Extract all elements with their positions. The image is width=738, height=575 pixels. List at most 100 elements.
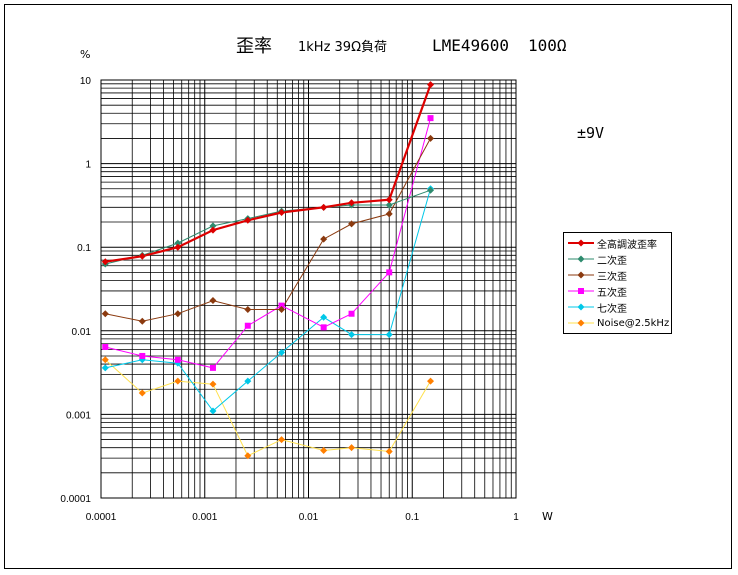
- data-point-3: [320, 235, 328, 243]
- data-point-5: [244, 377, 252, 385]
- data-point-6: [385, 447, 393, 455]
- legend-key: [568, 255, 594, 263]
- chart-title: 歪率: [236, 36, 272, 57]
- supply-voltage-label: ±9V: [577, 124, 605, 142]
- data-point-4: [320, 324, 327, 331]
- data-point-5: [320, 313, 328, 321]
- y-tick-label: 0.001: [66, 410, 91, 421]
- series-line-5: [105, 188, 431, 412]
- data-point-4: [278, 302, 285, 309]
- legend-item: 七次歪: [567, 299, 671, 315]
- x-tick-label: 1: [513, 512, 519, 523]
- data-point-5: [209, 407, 217, 415]
- series-lines: [104, 84, 432, 457]
- y-tick-label: 0.01: [72, 327, 92, 338]
- data-point-5: [101, 364, 109, 372]
- data-point-6: [174, 377, 182, 385]
- legend-item: Noise@2.5kHz: [567, 315, 671, 331]
- data-point-2: [385, 201, 393, 209]
- series-line-3: [105, 138, 431, 322]
- data-point-3: [138, 317, 146, 325]
- data-point-3: [174, 310, 182, 318]
- data-point-1: [209, 226, 217, 234]
- data-point-6: [320, 446, 328, 454]
- x-tick-label: 0.001: [192, 512, 217, 523]
- y-tick-label: 0.0001: [60, 494, 91, 505]
- data-point-5: [278, 349, 286, 357]
- legend-key-marker: [577, 255, 585, 263]
- data-point-4: [348, 310, 355, 317]
- data-point-1: [174, 243, 182, 251]
- series-line-1: [105, 84, 432, 263]
- x-tick-label: 0.0001: [86, 512, 117, 523]
- tick-labels: 0.0001 0.001 0.01 0.1 1 0.0001 0.001 0.01 0.1 1 10: [60, 76, 519, 523]
- data-point-3: [385, 210, 393, 218]
- data-point-1: [138, 252, 146, 260]
- data-point-1: [348, 199, 356, 207]
- legend-key-marker: [578, 288, 584, 294]
- legend-item: 二次歪: [567, 251, 671, 267]
- data-point-1: [244, 216, 252, 224]
- data-point-3: [101, 310, 109, 318]
- legend-key: [568, 239, 594, 247]
- data-point-1: [101, 258, 109, 266]
- data-point-1: [385, 196, 393, 204]
- data-point-4: [209, 364, 216, 371]
- legend-key-marker: [577, 271, 585, 279]
- x-axis-unit-label: W: [542, 510, 553, 523]
- legend-key-marker: [577, 239, 585, 247]
- chart-legend: 全高調波歪率 二次歪三次歪五次歪七次歪 Noise@2.5kHz: [563, 232, 672, 334]
- data-point-4: [386, 269, 393, 276]
- data-point-4: [174, 356, 181, 363]
- data-point-1: [278, 209, 286, 217]
- legend-key: [568, 288, 594, 294]
- data-point-4: [427, 115, 434, 122]
- data-point-5: [385, 331, 393, 339]
- plot-area-border: [100, 79, 517, 499]
- data-point-6: [101, 356, 109, 364]
- legend-label: 全高調波歪率: [597, 239, 657, 251]
- device-label: LME49600: [432, 36, 510, 55]
- load-label: 100Ω: [528, 36, 567, 55]
- legend-key: [568, 303, 594, 311]
- legend-key: [568, 319, 594, 327]
- data-point-4: [102, 344, 109, 351]
- legend-label: 二次歪: [597, 255, 627, 267]
- data-point-3: [348, 220, 356, 228]
- legend-label: 七次歪: [597, 303, 627, 315]
- legend-label: 三次歪: [597, 271, 627, 283]
- data-point-6: [244, 452, 252, 460]
- y-tick-label: 10: [80, 76, 92, 87]
- data-point-4: [244, 322, 251, 329]
- legend-key: [568, 271, 594, 279]
- x-tick-label: 0.01: [299, 512, 319, 523]
- legend-label: 五次歪: [597, 287, 627, 299]
- series-line-2: [105, 189, 431, 265]
- data-point-3: [244, 305, 252, 313]
- series-markers: [101, 81, 435, 460]
- legend-key-marker: [577, 303, 585, 311]
- data-point-5: [348, 331, 356, 339]
- series-line-4: [105, 117, 431, 369]
- data-point-3: [209, 297, 217, 305]
- data-point-6: [348, 444, 356, 452]
- y-axis-unit-label: %: [80, 48, 91, 61]
- chart-axes: [100, 79, 517, 499]
- data-point-6: [427, 377, 435, 385]
- data-point-6: [278, 436, 286, 444]
- data-point-3: [278, 305, 286, 313]
- series-line-6: [104, 359, 431, 457]
- legend-item: 三次歪: [567, 267, 671, 283]
- data-point-2: [427, 186, 435, 194]
- data-point-2: [174, 239, 182, 247]
- x-tick-label: 0.1: [405, 512, 419, 523]
- data-point-6: [138, 389, 146, 397]
- data-point-1: [427, 81, 435, 89]
- y-tick-label: 0.1: [77, 243, 91, 254]
- data-point-1: [320, 203, 328, 211]
- legend-label: Noise@2.5kHz: [597, 317, 670, 329]
- data-point-6: [209, 380, 217, 388]
- chart-grid: [100, 80, 516, 499]
- legend-item: 五次歪: [567, 283, 671, 299]
